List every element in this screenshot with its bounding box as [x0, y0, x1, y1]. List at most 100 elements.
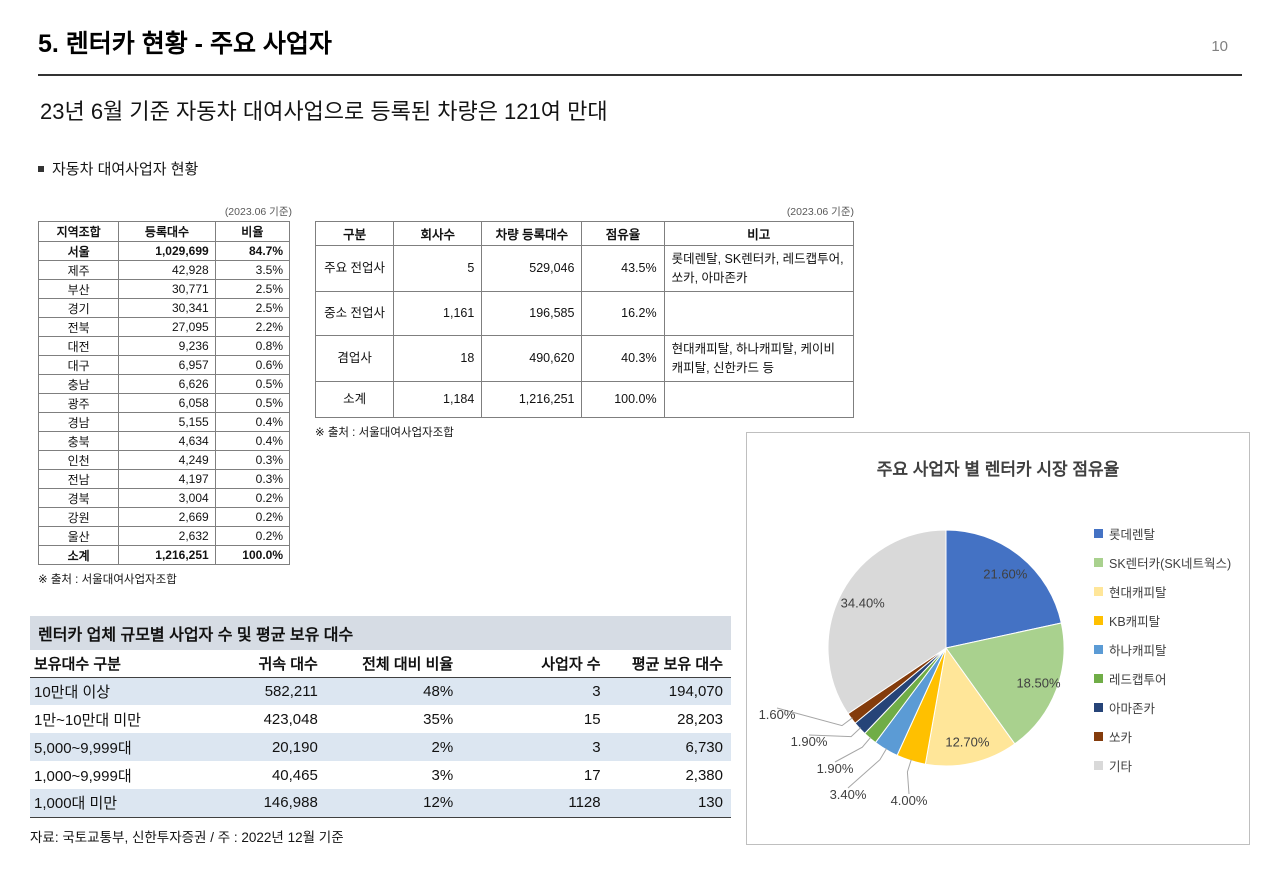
table-cell: 18	[393, 335, 483, 382]
table-cell: 롯데렌탈, SK렌터카, 레드캡투어, 쏘카, 아마존카	[663, 245, 855, 292]
table-cell: 3,004	[118, 488, 216, 508]
table-row: 주요 전업사 5 529,046 43.5% 롯데렌탈, SK렌터카, 레드캡투어, 쏘…	[314, 245, 855, 292]
pie-slice-8	[827, 529, 947, 715]
table-cell: 146,988	[210, 789, 326, 818]
chart-title: 주요 사업자 별 렌터카 시장 점유율	[876, 460, 1120, 479]
table-row: 경기 30,341 2.5%	[37, 298, 291, 318]
table-cell: 3%	[431, 766, 454, 784]
legend-label: SK렌터카(SK네트웍스)	[1109, 557, 1232, 571]
table-cell: 2.2%	[214, 317, 291, 337]
table-cell: 15	[583, 710, 601, 728]
table-row: 전북 27,095 2.2%	[37, 317, 291, 337]
table-cell: 6,626	[118, 374, 216, 394]
legend-swatch-icon	[1094, 703, 1103, 712]
legend-swatch-icon	[1094, 616, 1103, 625]
table-row: 울산 2,632 0.2%	[37, 526, 291, 546]
title-rule	[38, 74, 1242, 76]
table-header-cell: 보유대수 구분	[30, 650, 211, 678]
legend-label: 현대캐피탈	[1109, 586, 1167, 600]
table-cell: 겸업사	[314, 335, 395, 382]
legend-label: 아마존카	[1109, 702, 1156, 716]
table-cell: 529,046	[481, 245, 583, 292]
legend-swatch-icon	[1094, 529, 1103, 538]
table-cell: 194,070	[668, 682, 723, 700]
table-header-cell: 차량 등록대수	[481, 221, 583, 246]
table-header-cell: 비율	[214, 221, 291, 242]
table-row: 10만대 이상 582,211 48% 3 194,070	[30, 677, 731, 705]
table-cell: 현대캐피탈, 하나캐피탈, 케이비캐피탈, 신한카드 등	[663, 335, 855, 382]
table-cell: 2,669	[118, 507, 216, 527]
table-cell: 5,000~9,999대	[34, 739, 132, 757]
table-cell: 100.0%	[581, 381, 665, 418]
pie-slice-0	[945, 529, 1062, 649]
pie-slice-1	[945, 622, 1065, 745]
pie-value-label: 12.70%	[945, 734, 990, 749]
legend-label: 하나캐피탈	[1109, 644, 1167, 658]
pie-slice-2	[924, 646, 1016, 767]
table-cell: 40,465	[271, 766, 318, 784]
table-row: 5,000~9,999대 20,190 2% 3 6,730	[30, 733, 731, 761]
table-cell: 경북	[37, 488, 120, 508]
pie-label-leader-line	[776, 707, 853, 727]
biz-table-source: ※ 출처 : 서울대여사업자조합	[315, 427, 454, 439]
table-cell: 0.4%	[214, 431, 291, 451]
pie-value-label: 34.40%	[841, 596, 886, 611]
table-cell: 2.5%	[214, 279, 291, 299]
table-cell: 전남	[37, 469, 120, 489]
bullet-icon	[38, 166, 44, 172]
table-row: 1,000대 미만 146,988 12% 1128 130	[30, 789, 731, 818]
table-cell: 2%	[431, 738, 454, 756]
table-cell: 0.8%	[214, 336, 291, 356]
table-cell: 2.5%	[214, 298, 291, 318]
region-table-source: ※ 출처 : 서울대여사업자조합	[38, 574, 177, 586]
table-cell: 100.0%	[214, 545, 291, 565]
table-cell: 20,190	[271, 738, 318, 756]
biz-table-note: (2023.06 기준)	[786, 206, 854, 218]
table-cell: 40.3%	[581, 335, 665, 382]
table-header-row: 구분 회사수 차량 등록대수 점유율 비고	[314, 221, 855, 246]
table-row: 소계 1,184 1,216,251 100.0%	[314, 381, 855, 418]
table-cell: 5,155	[118, 412, 216, 432]
table-row: 서울 1,029,699 84.7%	[37, 241, 291, 261]
table-cell: 2,632	[118, 526, 216, 546]
pie-value-label: 4.00%	[891, 793, 928, 808]
table-cell: 충북	[37, 431, 120, 451]
table-cell: 6,058	[118, 393, 216, 413]
table-header-cell: 평균 보유 대수	[608, 650, 731, 678]
table-header-cell: 전체 대비 비율	[325, 650, 462, 678]
pie-label-leader-line	[847, 748, 887, 789]
pie-value-label: 1.90%	[791, 734, 828, 749]
table-cell: 울산	[37, 526, 120, 546]
table-header-cell: 점유율	[581, 221, 665, 246]
table-cell: 28,203	[677, 710, 723, 728]
table-cell: 1,029,699	[118, 241, 216, 261]
table-cell: 5	[393, 245, 483, 292]
table-cell: 6,957	[118, 355, 216, 375]
legend-swatch-icon	[1094, 674, 1103, 683]
table-row: 부산 30,771 2.5%	[37, 279, 291, 299]
table-cell	[663, 291, 855, 336]
table-header-cell: 회사수	[393, 221, 483, 246]
table-cell: 1,000대 미만	[30, 789, 211, 818]
table-cell: 423,048	[263, 710, 318, 728]
table-cell: 0.2%	[214, 526, 291, 546]
region-table: 지역조합 등록대수 비율 서울 1,029,699 84.7% 제주 42,928 3.5% 부산…	[37, 221, 291, 565]
table-cell: 1,216,251	[118, 545, 216, 565]
table-cell	[663, 381, 855, 418]
pie-value-label: 1.90%	[817, 761, 854, 776]
legend-item: KB캐피탈	[1094, 606, 1231, 635]
table-row: 소계 1,216,251 100.0%	[37, 545, 291, 565]
table-cell: 경남	[37, 412, 120, 432]
biz-table-section: (2023.06 기준) 구분 회사수 차량 등록대수 점유율 비고 주요 전업사 5 529…	[314, 204, 855, 440]
table-header-row: 지역조합 등록대수 비율	[37, 221, 291, 242]
table-row: 겸업사 18 490,620 40.3% 현대캐피탈, 하나캐피탈, 케이비캐피탈, 신…	[314, 335, 855, 382]
table-cell: 48%	[423, 682, 454, 700]
table-cell: 서울	[37, 241, 120, 261]
legend-item: 롯데렌탈	[1094, 519, 1231, 548]
table-header-cell: 귀속 대수	[210, 650, 326, 678]
table-row: 제주 42,928 3.5%	[37, 260, 291, 280]
table-cell: 대구	[37, 355, 120, 375]
page-title: 5. 렌터카 현황 - 주요 사업자	[38, 30, 332, 58]
pie-chart-svg: 21.60% 18.50% 12.70% 4.00% 3.40% 1.90% 1.90% 1.…	[759, 529, 1065, 808]
table-cell: 582,211	[264, 682, 318, 700]
